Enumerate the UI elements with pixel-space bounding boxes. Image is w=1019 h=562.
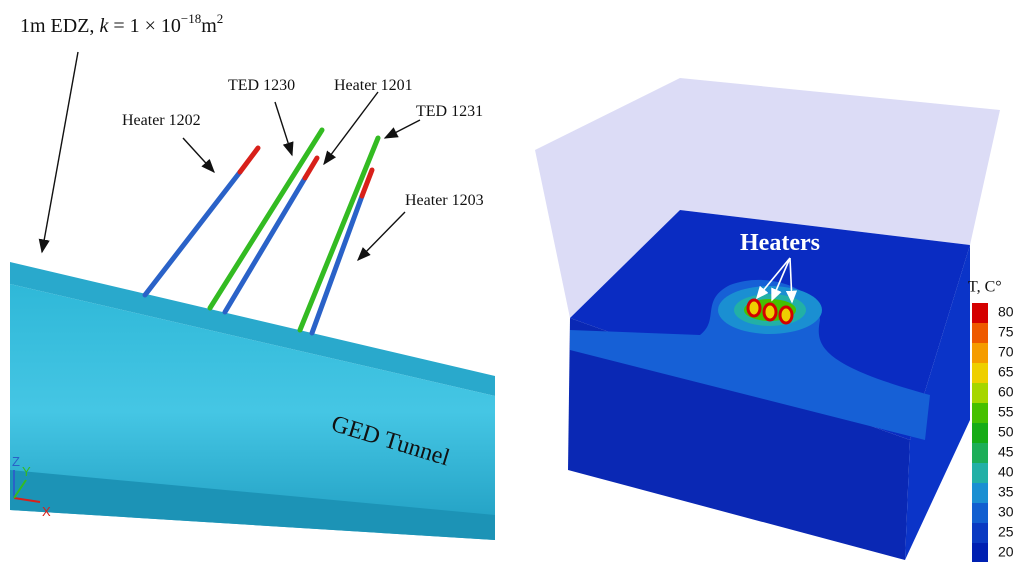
- colorbar-tick-label: 70: [998, 344, 1014, 360]
- color-swatch: [972, 483, 988, 503]
- colorbar-tick-label: 65: [998, 364, 1014, 380]
- color-swatch: [972, 363, 988, 383]
- colorbar: 80 75 70 65 60 55 50 45 40 35 30 25 20: [972, 303, 1014, 562]
- label: Heater 1201: [334, 77, 413, 94]
- colorbar-tick-label: 40: [998, 464, 1014, 480]
- colorbar-tick-label: 80: [998, 304, 1014, 320]
- axis-x: X: [42, 504, 51, 519]
- colorbar-tick-label: 30: [998, 504, 1014, 520]
- color-swatch: [972, 503, 988, 523]
- color-swatch: [972, 463, 988, 483]
- colorbar-tick-label: 60: [998, 384, 1014, 400]
- colorbar-tick-label: 25: [998, 524, 1014, 540]
- colorbar-tick-label: 20: [998, 544, 1014, 560]
- color-swatch: [972, 343, 988, 363]
- colorbar-tick-label: 55: [998, 404, 1014, 420]
- colorbar-tick-label: 50: [998, 424, 1014, 440]
- label: TED 1230: [228, 77, 295, 94]
- colorbar-tick-label: 45: [998, 444, 1014, 460]
- color-swatch: [972, 303, 988, 323]
- color-swatch: [972, 403, 988, 423]
- axis-y: Y: [22, 464, 31, 479]
- label: Heater 1203: [405, 192, 484, 209]
- color-swatch: [972, 423, 988, 443]
- axis-z: Z: [12, 454, 20, 469]
- label: TED 1231: [416, 103, 483, 120]
- color-swatch: [972, 443, 988, 463]
- colorbar-tick-label: 75: [998, 324, 1014, 340]
- label: Heater 1202: [122, 112, 201, 129]
- color-swatch: [972, 523, 988, 543]
- color-swatch: [972, 543, 988, 562]
- heaters-label: Heaters: [740, 230, 820, 256]
- figure: 1m EDZ, k = 1 × 10−18m2 Heater 1202 TED …: [0, 0, 1019, 562]
- colorbar-tick-label: 35: [998, 484, 1014, 500]
- colorbar-title: T, C°: [968, 279, 1002, 296]
- edz-label: 1m EDZ, k = 1 × 10−18m2: [20, 11, 223, 37]
- color-swatch: [972, 323, 988, 343]
- color-swatch: [972, 383, 988, 403]
